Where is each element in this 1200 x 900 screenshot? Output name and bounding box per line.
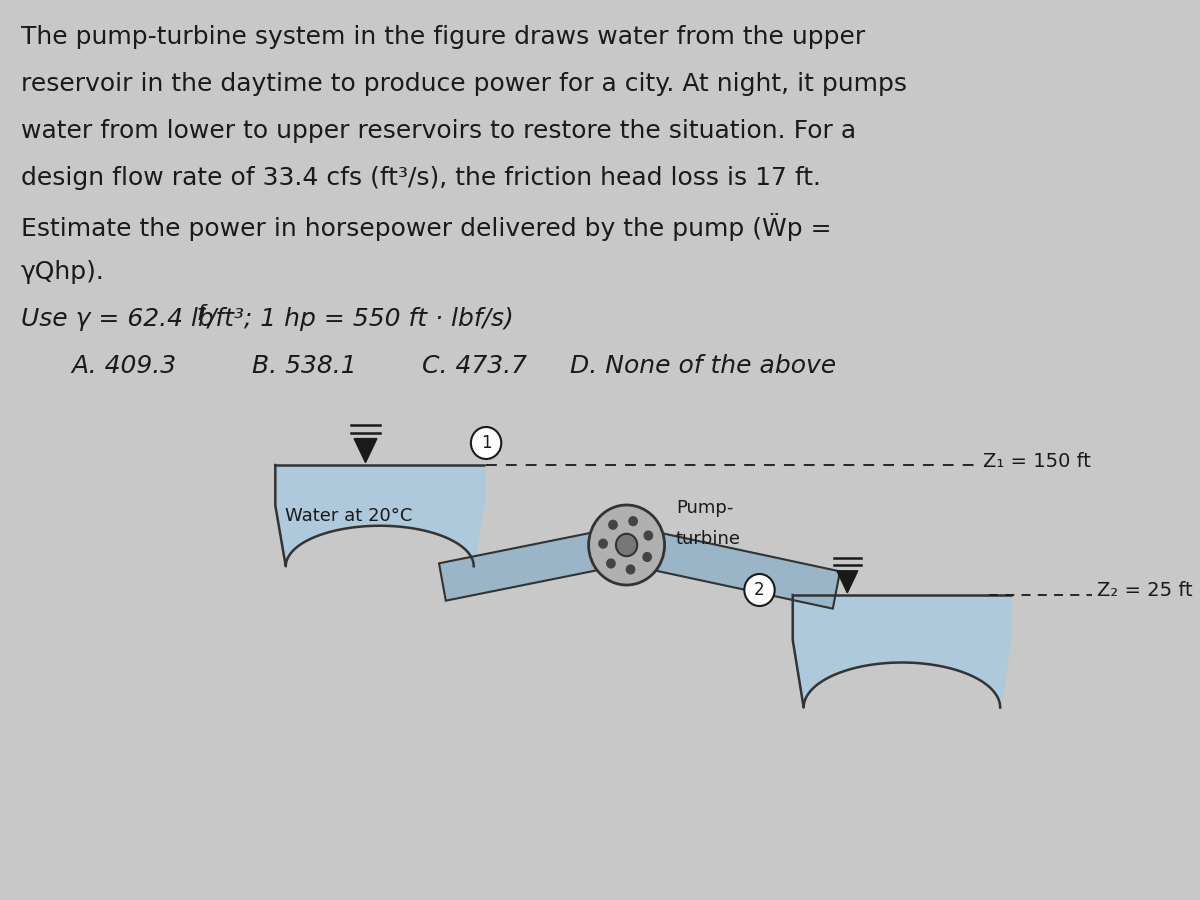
Text: reservoir in the daytime to produce power for a city. At night, it pumps: reservoir in the daytime to produce powe…	[20, 72, 907, 96]
Text: C. 473.7: C. 473.7	[422, 354, 528, 378]
Text: turbine: turbine	[676, 530, 740, 548]
Text: A. 409.3: A. 409.3	[71, 354, 176, 378]
Circle shape	[599, 539, 607, 548]
Text: f: f	[197, 304, 204, 324]
Text: Z₂ = 25 ft: Z₂ = 25 ft	[1097, 581, 1192, 600]
Circle shape	[629, 517, 637, 526]
Text: 2: 2	[754, 581, 764, 599]
Text: design flow rate of 33.4 cfs (ft³/s), the friction head loss is 17 ft.: design flow rate of 33.4 cfs (ft³/s), th…	[20, 166, 821, 190]
Polygon shape	[793, 595, 1012, 707]
Text: B. 538.1: B. 538.1	[252, 354, 356, 378]
Text: water from lower to upper reservoirs to restore the situation. For a: water from lower to upper reservoirs to …	[20, 119, 856, 143]
Circle shape	[607, 559, 616, 568]
Text: D. None of the above: D. None of the above	[570, 354, 835, 378]
Circle shape	[589, 505, 665, 585]
Circle shape	[626, 565, 635, 574]
Circle shape	[644, 531, 653, 540]
Text: 1: 1	[481, 434, 491, 452]
Polygon shape	[836, 571, 858, 593]
Circle shape	[470, 427, 502, 459]
Circle shape	[744, 574, 775, 606]
Polygon shape	[439, 526, 630, 600]
Text: /ft³; 1 hp = 550 ft · lbf/s): /ft³; 1 hp = 550 ft · lbf/s)	[208, 307, 515, 331]
Polygon shape	[275, 465, 484, 566]
Polygon shape	[354, 438, 377, 463]
Text: The pump-turbine system in the figure draws water from the upper: The pump-turbine system in the figure dr…	[20, 25, 865, 49]
Circle shape	[616, 534, 637, 556]
Text: Estimate the power in horsepower delivered by the pump (Ẅp =: Estimate the power in horsepower deliver…	[20, 213, 832, 241]
Text: Use γ = 62.4 lb: Use γ = 62.4 lb	[20, 307, 214, 331]
Circle shape	[608, 520, 617, 529]
Text: Z₁ = 150 ft: Z₁ = 150 ft	[983, 452, 1091, 471]
Text: γQhp).: γQhp).	[20, 260, 104, 284]
Circle shape	[643, 553, 652, 562]
Text: Water at 20°C: Water at 20°C	[284, 508, 412, 526]
Polygon shape	[623, 526, 840, 608]
Text: Pump-: Pump-	[676, 499, 733, 517]
